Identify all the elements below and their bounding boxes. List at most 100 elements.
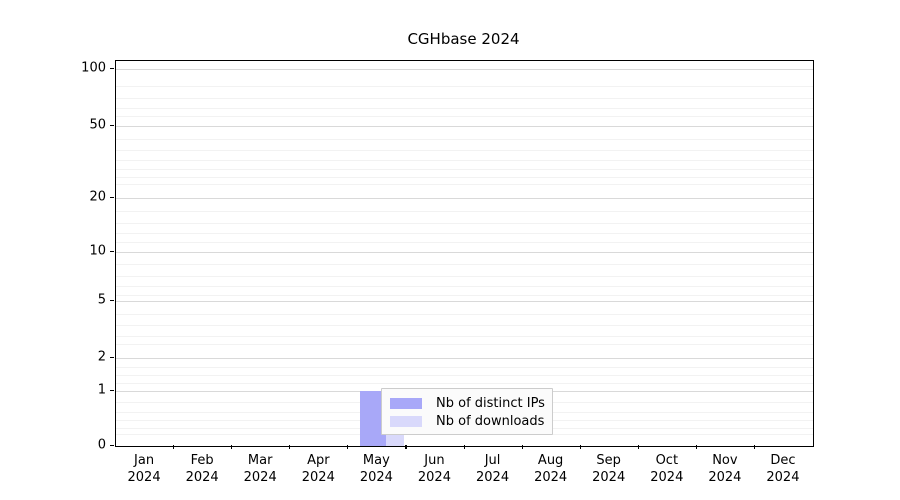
x-axis-tick-marks xyxy=(115,445,812,451)
legend-swatch-downloads xyxy=(390,416,422,427)
x-axis-tick-labels: Jan 2024 Feb 2024 Mar 2024 Apr 2024 May 2024 Jun 20… xyxy=(115,452,812,492)
x-tick-label: Aug 2024 xyxy=(534,452,567,486)
x-tick-label-month: Jan xyxy=(134,453,155,468)
x-tick-label-year: 2024 xyxy=(359,470,393,485)
gridline-minor xyxy=(116,85,813,87)
gridline-major xyxy=(116,251,813,253)
y-tick-label: 50 xyxy=(89,117,106,133)
legend-label-downloads: Nb of downloads xyxy=(436,414,545,429)
x-tick-mark xyxy=(579,445,581,449)
chart-legend: Nb of distinct IPs Nb of downloads xyxy=(381,388,553,435)
y-tick-label: 20 xyxy=(89,189,106,205)
x-tick-label: Jun 2024 xyxy=(418,452,451,486)
x-tick-label-year: 2024 xyxy=(127,470,161,485)
gridline-minor xyxy=(116,366,813,368)
gridline-minor xyxy=(116,160,813,162)
gridline-major xyxy=(116,198,813,200)
x-tick-label: Mar 2024 xyxy=(244,452,277,486)
y-axis-tick-marks xyxy=(110,60,116,447)
x-tick-label-year: 2024 xyxy=(476,470,510,485)
x-tick-label-month: Sep xyxy=(596,453,621,468)
x-tick-label: Jul 2024 xyxy=(476,452,509,486)
gridline-minor xyxy=(116,275,813,277)
y-tick-label: 10 xyxy=(89,243,106,259)
legend-item-1[interactable]: Nb of downloads xyxy=(390,413,544,430)
gridline-minor xyxy=(116,233,813,235)
gridline-minor xyxy=(116,177,813,179)
legend-swatch-distinct-ips xyxy=(390,398,422,409)
x-tick-mark xyxy=(347,445,349,449)
x-tick-label-month: Aug xyxy=(537,453,564,468)
y-tick-mark xyxy=(110,197,114,199)
gridline-minor xyxy=(116,116,813,118)
y-tick-mark xyxy=(110,125,114,127)
legend-label-distinct-ips: Nb of distinct IPs xyxy=(436,396,545,411)
x-tick-mark xyxy=(289,445,291,449)
x-tick-label: Jan 2024 xyxy=(128,452,161,486)
x-tick-label: Dec 2024 xyxy=(766,452,799,486)
x-tick-label: Nov 2024 xyxy=(708,452,741,486)
y-axis-tick-labels: 100 50 20 10 5 2 1 0 xyxy=(60,60,106,453)
x-tick-label-year: 2024 xyxy=(185,470,219,485)
x-tick-label-month: Jun xyxy=(424,453,445,468)
x-tick-label-month: Nov xyxy=(712,453,738,468)
x-tick-mark xyxy=(463,445,465,449)
x-tick-label-year: 2024 xyxy=(708,470,742,485)
gridline-minor xyxy=(116,294,813,296)
y-tick-mark xyxy=(110,356,114,358)
x-tick-label-year: 2024 xyxy=(243,470,277,485)
x-tick-label-month: Apr xyxy=(307,453,330,468)
y-tick-mark xyxy=(110,299,114,301)
x-tick-label-month: Dec xyxy=(770,453,796,468)
x-tick-label-year: 2024 xyxy=(592,470,626,485)
legend-item-0[interactable]: Nb of distinct IPs xyxy=(390,395,545,412)
x-tick-mark xyxy=(405,445,407,449)
x-tick-label-month: May xyxy=(362,453,390,468)
gridline-major xyxy=(116,126,813,128)
x-tick-label-year: 2024 xyxy=(417,470,451,485)
gridline-minor xyxy=(116,184,813,186)
gridline-minor xyxy=(116,211,813,213)
gridline-minor xyxy=(116,344,813,346)
x-tick-mark xyxy=(173,445,175,449)
gridline-minor xyxy=(116,313,813,315)
y-tick-label: 5 xyxy=(97,292,106,308)
gridline-minor xyxy=(116,97,813,99)
x-tick-mark xyxy=(231,445,233,449)
y-tick-label: 1 xyxy=(97,382,106,398)
gridline-minor xyxy=(116,375,813,377)
y-tick-mark xyxy=(110,389,114,392)
chart-title: CGHbase 2024 xyxy=(407,30,520,48)
gridline-minor xyxy=(116,241,813,243)
gridline-minor xyxy=(116,335,813,337)
y-tick-label: 0 xyxy=(97,437,106,453)
x-tick-label: Apr 2024 xyxy=(302,452,335,486)
y-tick-mark xyxy=(110,68,114,70)
x-tick-label: Oct 2024 xyxy=(650,452,683,486)
gridline-minor xyxy=(116,169,813,171)
x-tick-mark xyxy=(753,445,756,449)
x-tick-mark xyxy=(521,445,523,449)
x-tick-label-year: 2024 xyxy=(534,470,568,485)
x-tick-label-year: 2024 xyxy=(301,470,335,485)
x-tick-mark xyxy=(637,445,639,449)
gridline-minor xyxy=(116,264,813,266)
x-tick-label-month: Jul xyxy=(484,453,501,468)
gridline-major xyxy=(116,357,813,359)
y-tick-label: 100 xyxy=(81,60,106,76)
x-tick-label: May 2024 xyxy=(360,452,393,486)
gridline-minor xyxy=(116,107,813,109)
x-tick-mark xyxy=(695,445,697,449)
gridline-major xyxy=(116,300,813,302)
gridline-minor xyxy=(116,325,813,327)
gridline-minor xyxy=(116,285,813,287)
x-tick-label-month: Feb xyxy=(190,453,214,468)
x-tick-label-year: 2024 xyxy=(766,470,800,485)
y-tick-mark xyxy=(110,445,114,447)
gridline-minor xyxy=(116,150,813,152)
gridline-major xyxy=(116,69,813,71)
x-tick-label-year: 2024 xyxy=(650,470,684,485)
x-tick-label-month: Oct xyxy=(655,453,679,468)
x-tick-label: Feb 2024 xyxy=(186,452,219,486)
